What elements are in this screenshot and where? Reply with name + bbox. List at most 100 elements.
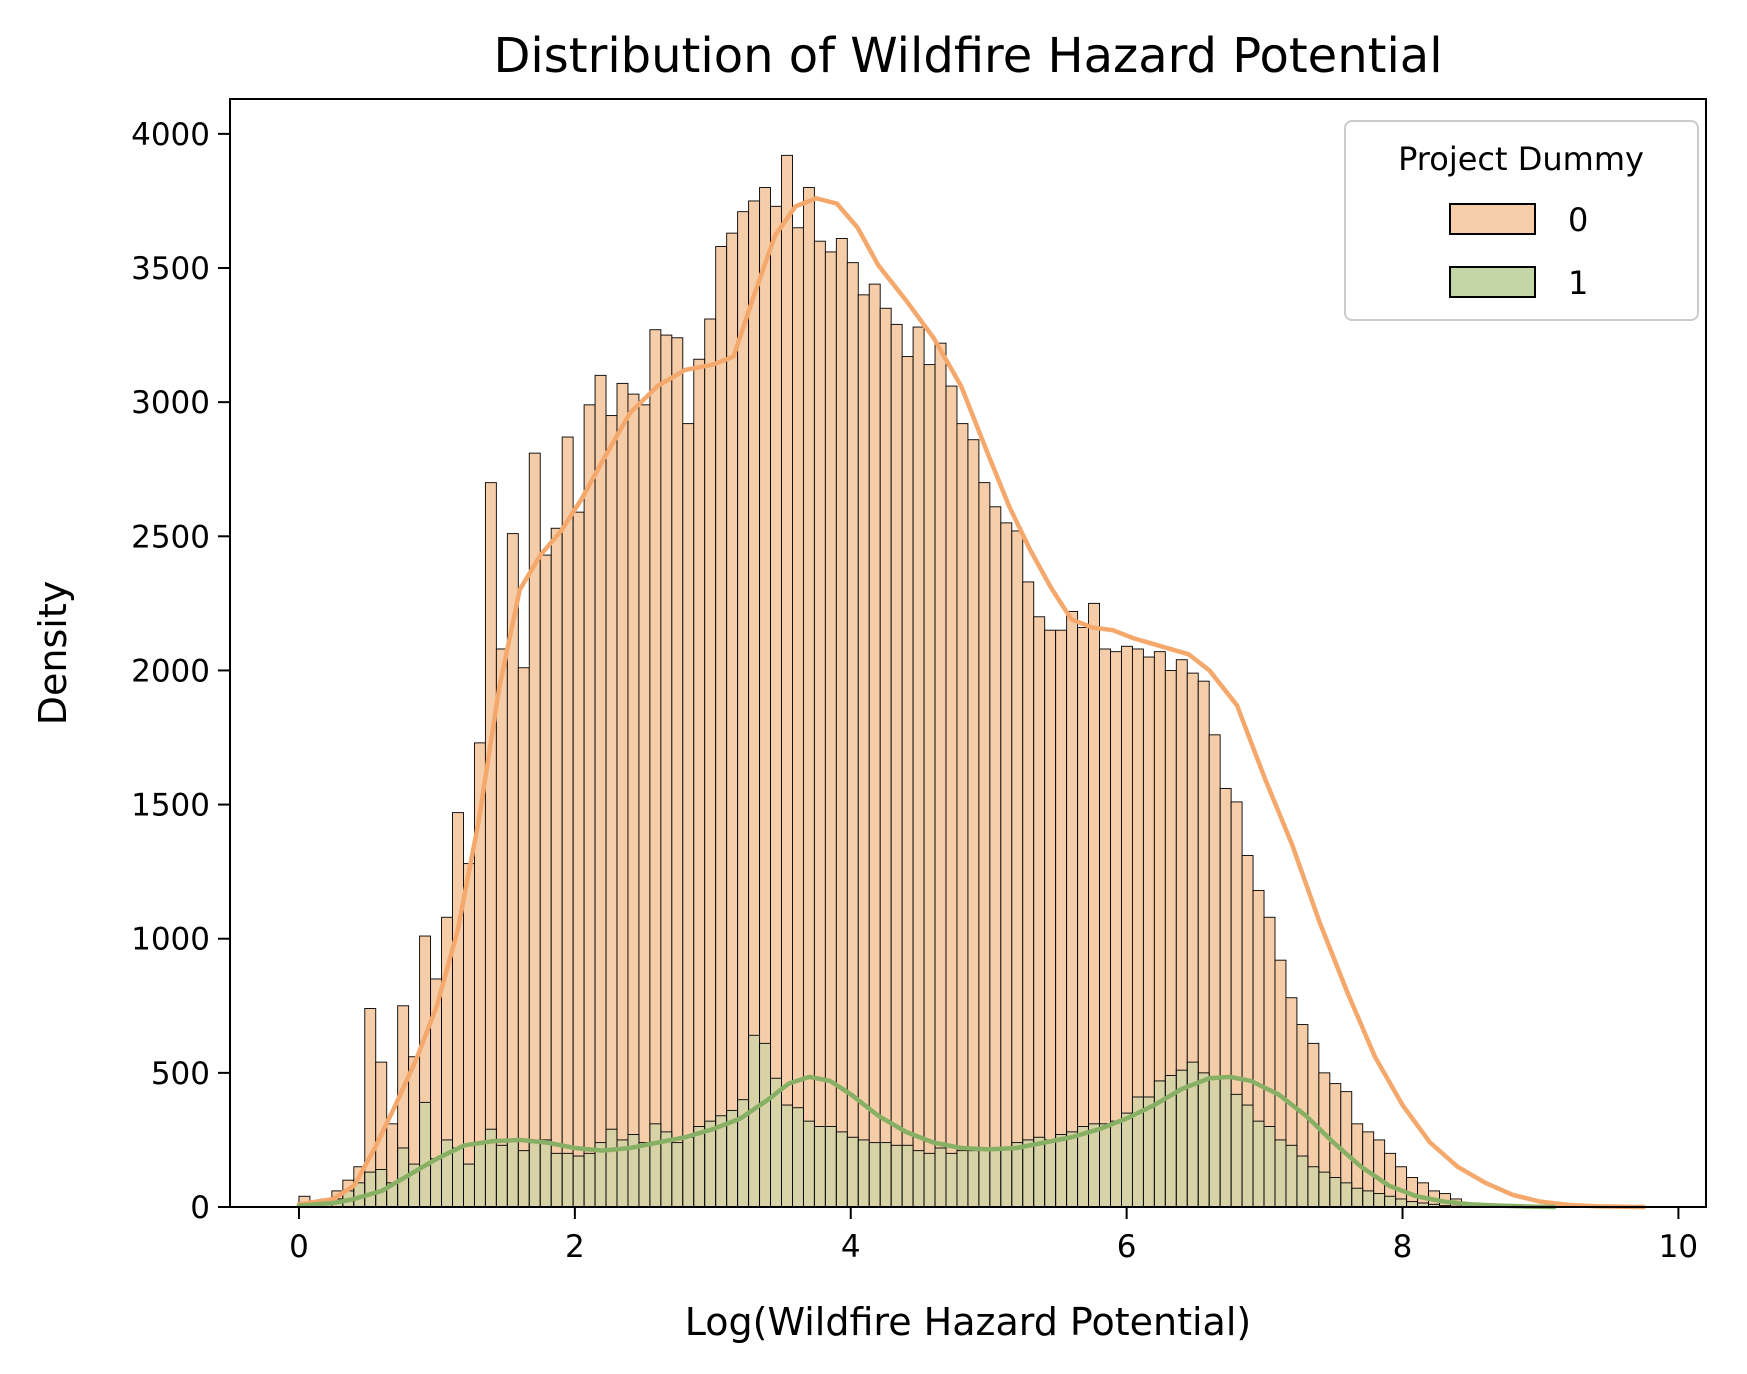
bar-series-1-23	[550, 1152, 563, 1208]
bar-series-1-36	[693, 1126, 706, 1208]
bar-series-0-32	[649, 329, 662, 1208]
bar-series-1-93	[1318, 1171, 1331, 1208]
bar-series-1-92	[1307, 1166, 1320, 1208]
bar-series-0-45	[792, 227, 804, 1208]
bar-series-1-100	[1395, 1198, 1408, 1208]
x-tick-label-2: 2	[565, 1229, 585, 1265]
y-tick-label-500: 500	[151, 1056, 210, 1092]
bar-series-1-21	[528, 1142, 541, 1208]
bar-series-1-19	[506, 1139, 519, 1208]
kde-line-series-0	[296, 196, 1647, 1210]
bar-series-1-6	[364, 1171, 377, 1208]
y-tick-label-3500: 3500	[131, 251, 210, 287]
bar-series-0-63	[989, 506, 1002, 1208]
bar-series-1-63	[989, 1147, 1002, 1208]
bar-series-0-26	[583, 404, 596, 1208]
bar-series-0-31	[638, 404, 651, 1208]
bar-series-1-68	[1044, 1139, 1057, 1208]
bar-series-0-62	[978, 482, 991, 1208]
bar-series-0-38	[715, 246, 728, 1208]
bar-series-0-64	[1000, 522, 1013, 1208]
y-tick-label-4000: 4000	[131, 117, 210, 153]
bar-series-1-88	[1263, 1126, 1276, 1208]
bar-series-1-85	[1230, 1093, 1243, 1208]
bar-series-1-44	[781, 1104, 793, 1208]
bars-layer	[298, 154, 1506, 1208]
bar-series-0-66	[1022, 581, 1035, 1208]
bar-series-0-47	[813, 240, 826, 1208]
bar-series-0-43	[770, 205, 782, 1208]
x-axis-label: Log(Wildfire Hazard Potential)	[685, 1300, 1251, 1344]
series-1-bars	[298, 1034, 1495, 1208]
kde-line-series-1	[296, 1074, 1557, 1210]
bar-series-1-70	[1066, 1131, 1079, 1208]
bar-series-1-34	[671, 1142, 684, 1208]
y-tick-label-1000: 1000	[131, 922, 210, 958]
bar-series-0-54	[890, 323, 903, 1208]
bar-series-1-46	[802, 1120, 815, 1208]
bar-series-0-20	[517, 667, 530, 1208]
bar-series-0-33	[660, 334, 673, 1208]
chart-title: Distribution of Wildfire Hazard Potentia…	[493, 28, 1442, 84]
bar-series-1-11	[419, 1101, 432, 1208]
bar-series-1-75	[1121, 1112, 1133, 1208]
bar-series-0-48	[824, 251, 837, 1208]
bar-series-0-28	[605, 415, 618, 1208]
bar-series-0-37	[704, 318, 717, 1208]
bar-series-1-47	[813, 1126, 826, 1208]
bar-series-0-23	[550, 527, 563, 1208]
x-axis-ticks: 0 2 4 6 8 10	[289, 1207, 1698, 1265]
bar-series-0-59	[945, 385, 958, 1208]
bar-series-1-53	[879, 1142, 892, 1208]
y-axis-label: Density	[31, 581, 75, 725]
bar-series-1-74	[1110, 1120, 1122, 1208]
bar-series-1-97	[1362, 1190, 1375, 1208]
bar-series-1-26	[583, 1152, 596, 1208]
bar-series-1-35	[682, 1136, 695, 1208]
bar-series-0-51	[857, 294, 870, 1208]
legend: Project Dummy 0 1	[1344, 120, 1699, 321]
bar-series-0-17	[484, 482, 497, 1208]
bar-series-0-53	[879, 307, 892, 1208]
bar-series-0-57	[923, 364, 936, 1208]
bar-series-1-54	[890, 1144, 903, 1208]
plot-frame	[229, 98, 1707, 1208]
bar-series-1-56	[912, 1150, 925, 1208]
bar-series-0-61	[967, 439, 980, 1208]
bar-series-1-96	[1351, 1187, 1364, 1208]
bar-series-1-28	[605, 1128, 618, 1208]
bar-series-1-98	[1373, 1193, 1386, 1208]
bar-series-1-89	[1274, 1139, 1287, 1208]
bar-series-0-24	[561, 436, 574, 1208]
bar-series-1-58	[934, 1147, 947, 1208]
bar-series-1-20	[517, 1150, 530, 1208]
y-tick-label-0: 0	[190, 1190, 210, 1226]
bar-series-0-70	[1066, 610, 1079, 1208]
bar-series-0-36	[693, 358, 706, 1208]
bar-series-0-60	[956, 423, 969, 1208]
y-tick-label-2500: 2500	[131, 519, 210, 555]
bar-series-1-62	[978, 1147, 991, 1208]
bar-series-1-37	[704, 1120, 717, 1208]
bar-series-1-73	[1099, 1123, 1111, 1208]
bar-series-0-15	[463, 863, 475, 1208]
bar-series-0-29	[616, 382, 629, 1208]
bar-series-1-99	[1384, 1195, 1397, 1208]
bar-series-1-87	[1252, 1120, 1265, 1208]
bar-series-1-77	[1142, 1096, 1155, 1208]
bar-series-1-24	[561, 1152, 574, 1208]
bar-series-0-58	[934, 342, 947, 1208]
bar-series-0-49	[835, 238, 848, 1208]
bar-series-1-59	[945, 1152, 958, 1208]
bar-series-1-95	[1340, 1182, 1353, 1208]
bar-series-0-39	[726, 232, 739, 1208]
x-tick-label-8: 8	[1393, 1229, 1413, 1265]
bar-series-1-90	[1285, 1144, 1298, 1208]
bar-series-1-86	[1241, 1104, 1254, 1208]
bar-series-0-44	[781, 154, 793, 1208]
bar-series-1-66	[1022, 1139, 1035, 1208]
legend-swatch-1	[1449, 266, 1536, 298]
bar-series-1-18	[495, 1144, 508, 1208]
bar-series-1-25	[572, 1155, 585, 1208]
